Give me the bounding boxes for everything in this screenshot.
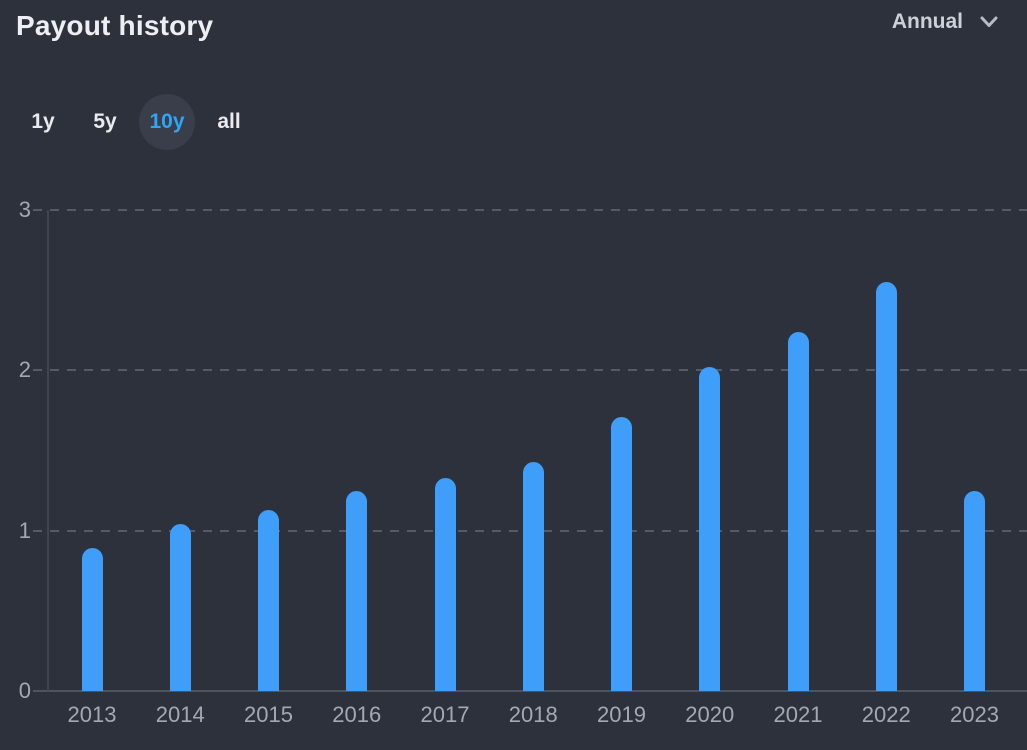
x-axis-label-2018: 2018 bbox=[508, 702, 558, 727]
x-axis-label-2013: 2013 bbox=[67, 702, 117, 727]
range-selector: 1y 5y 10y all bbox=[12, 94, 260, 150]
y-axis-label-0: 0 bbox=[18, 678, 31, 703]
y-axis-label-1: 1 bbox=[18, 517, 31, 543]
bar-2022[interactable] bbox=[875, 282, 897, 691]
bar-2014[interactable] bbox=[169, 524, 191, 691]
range-button-all[interactable]: all bbox=[201, 94, 257, 150]
x-axis-label-2021: 2021 bbox=[773, 702, 823, 727]
bar-2019[interactable] bbox=[611, 416, 632, 691]
x-axis-label-2017: 2017 bbox=[420, 702, 470, 727]
page-title: Payout history bbox=[16, 10, 214, 41]
x-axis-label-2014: 2014 bbox=[155, 702, 205, 727]
x-axis-label-2022: 2022 bbox=[861, 702, 911, 727]
bar-2018[interactable] bbox=[522, 461, 544, 691]
x-axis-label-2023: 2023 bbox=[950, 702, 999, 727]
x-axis-line bbox=[33, 690, 1027, 692]
period-selector[interactable]: Annual bbox=[892, 10, 999, 34]
bar-2017[interactable] bbox=[434, 477, 456, 691]
y-axis-label-3: 3 bbox=[18, 197, 31, 222]
bar-2021[interactable] bbox=[787, 331, 809, 691]
range-button-5y[interactable]: 5y bbox=[77, 94, 133, 150]
y-axis-label-2: 2 bbox=[18, 357, 31, 383]
bar-2023[interactable] bbox=[964, 490, 985, 691]
range-button-1y[interactable]: 1y bbox=[15, 94, 71, 150]
chevron-down-icon bbox=[980, 16, 998, 27]
range-button-10y[interactable]: 10y bbox=[139, 94, 195, 150]
gridline-2 bbox=[33, 369, 1027, 372]
y-axis-line bbox=[47, 210, 49, 691]
bar-2020[interactable] bbox=[699, 367, 721, 691]
period-selector-label: Annual bbox=[891, 10, 963, 33]
bar-2015[interactable] bbox=[258, 509, 279, 691]
bar-2016[interactable] bbox=[346, 490, 368, 691]
bar-2013[interactable] bbox=[81, 548, 103, 691]
x-axis-label-2016: 2016 bbox=[332, 702, 382, 727]
x-axis-label-2020: 2020 bbox=[685, 702, 735, 727]
x-axis-label-2019: 2019 bbox=[597, 702, 646, 727]
x-axis-label-2015: 2015 bbox=[244, 702, 293, 727]
gridline-3 bbox=[33, 209, 1027, 211]
